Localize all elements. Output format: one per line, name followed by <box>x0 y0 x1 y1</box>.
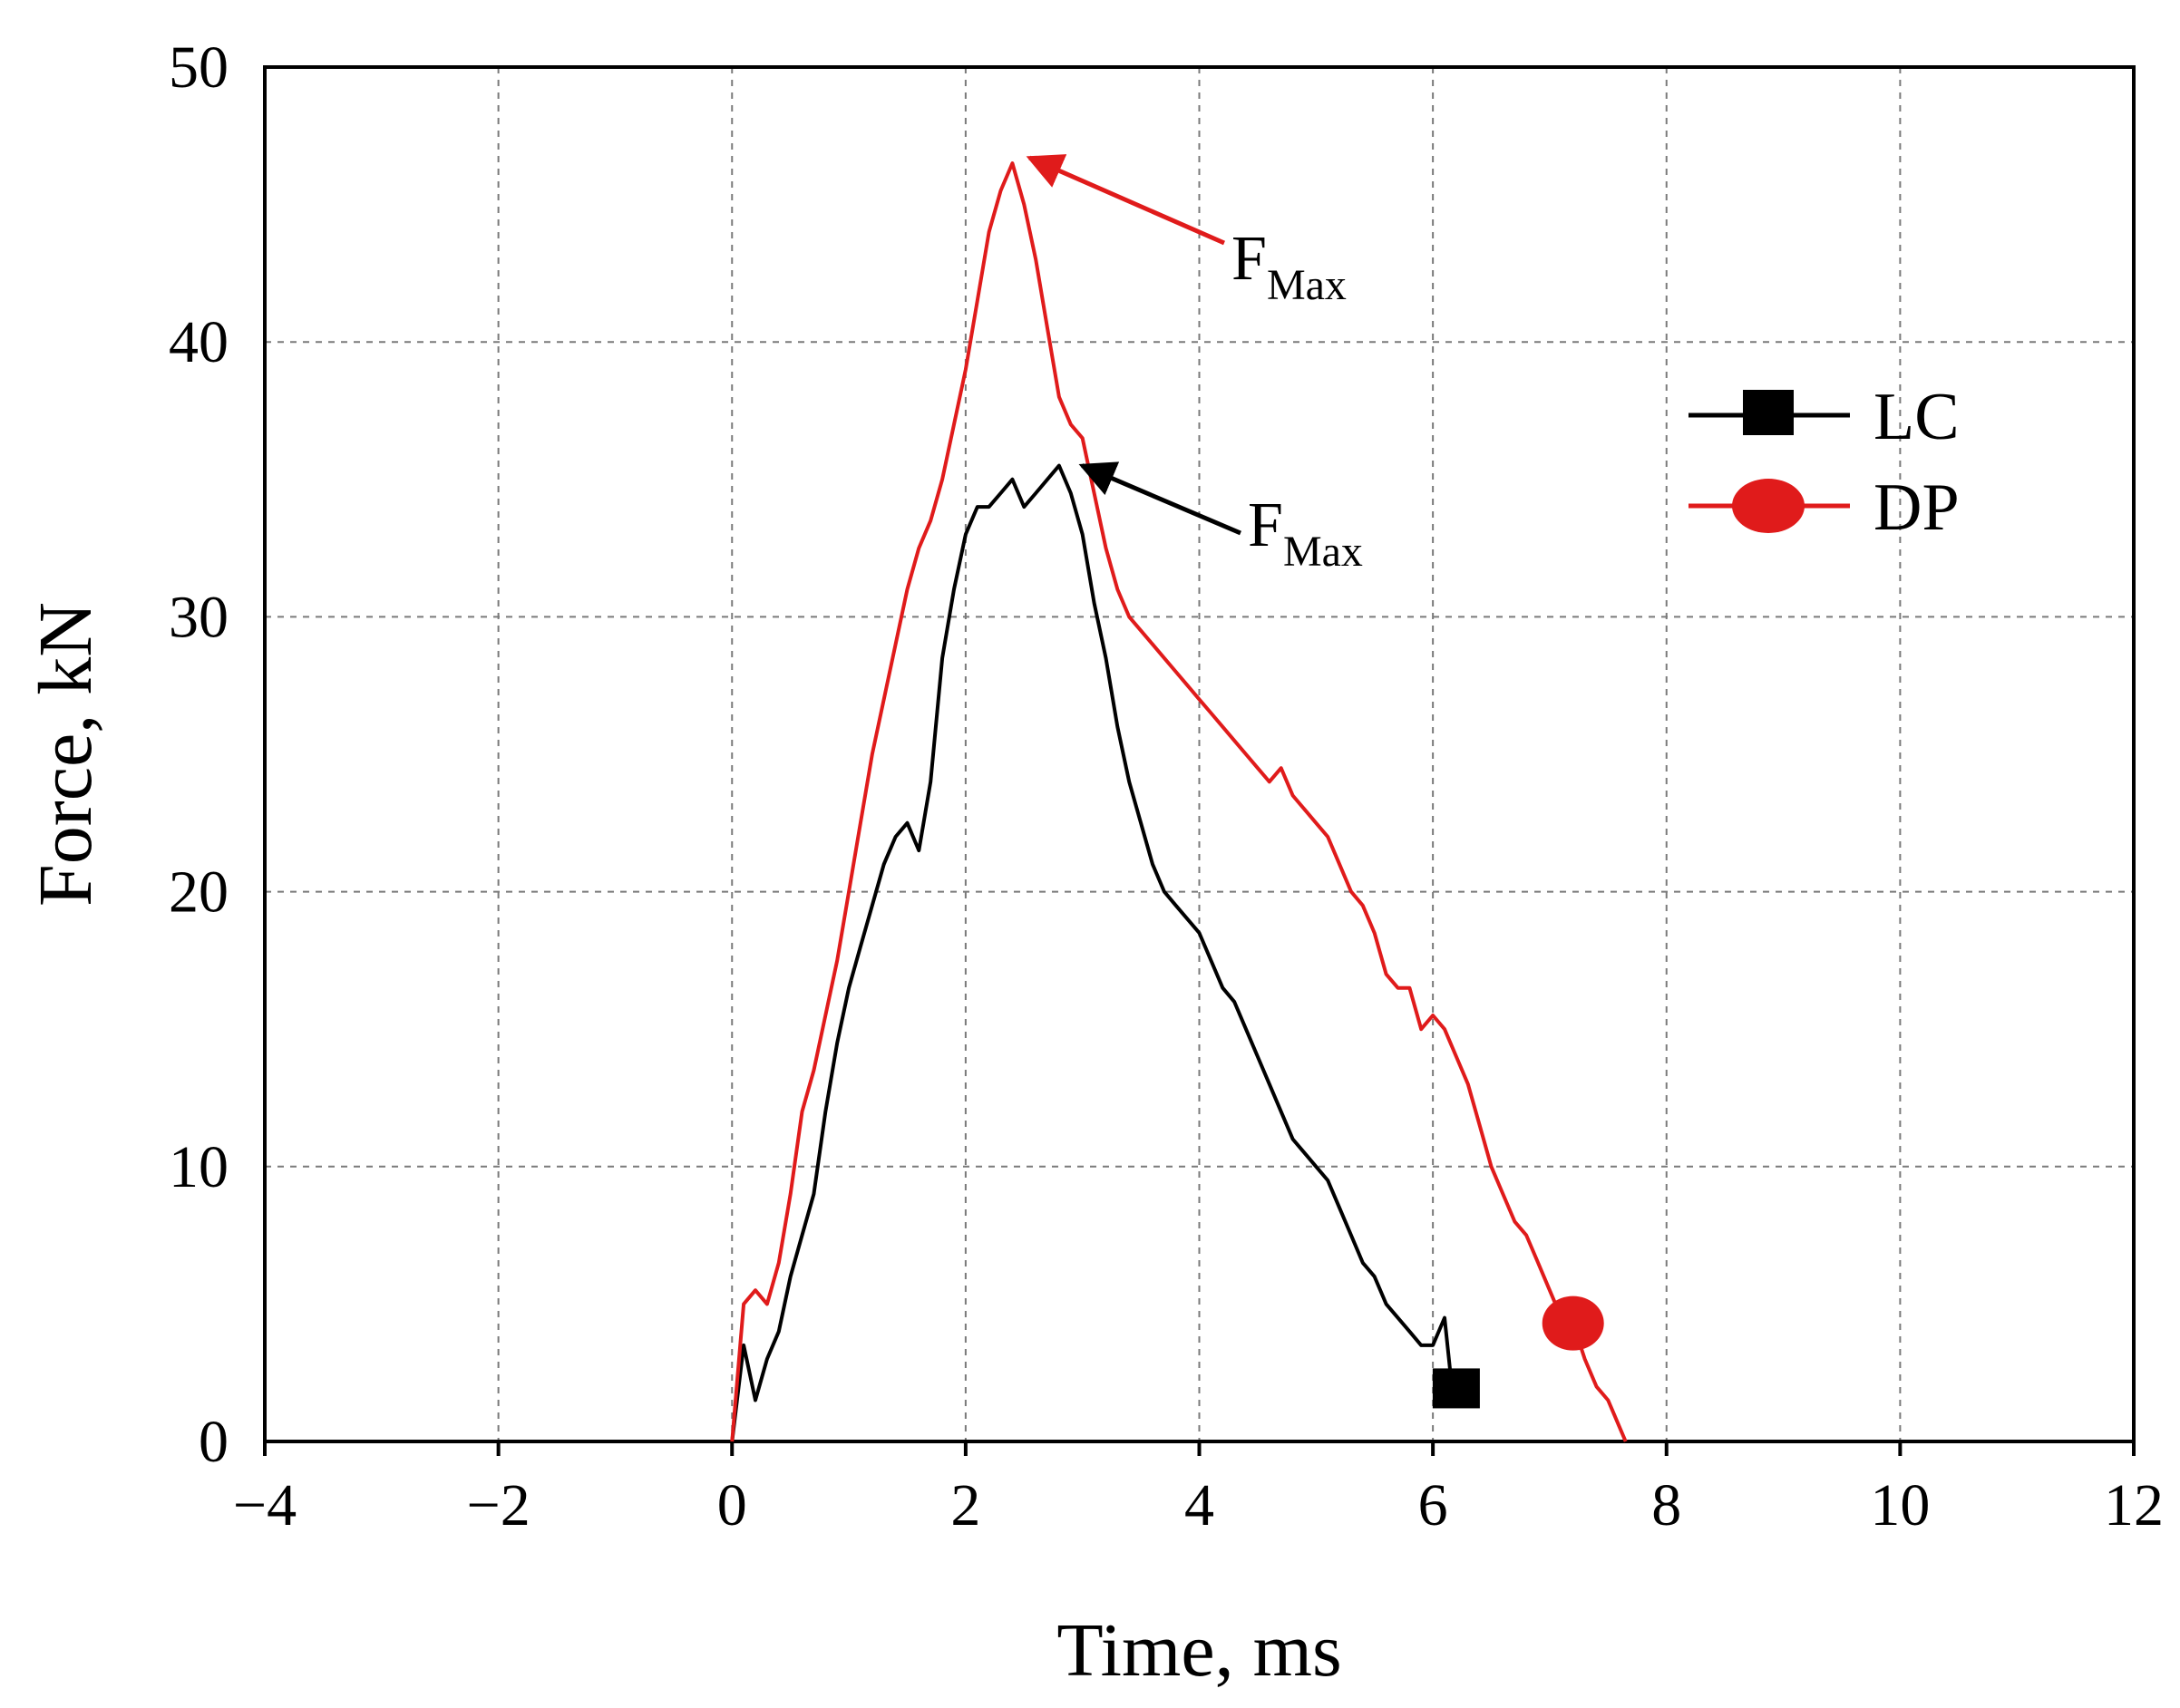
y-tick-label: 10 <box>169 1134 229 1200</box>
y-axis-label: Force, kN <box>24 602 108 907</box>
x-tick-label: 4 <box>1184 1472 1214 1538</box>
grid <box>265 67 2134 1441</box>
x-tick-label: 2 <box>950 1472 980 1538</box>
y-tick-label: 20 <box>169 859 229 926</box>
x-tick-label: 10 <box>1870 1472 1930 1538</box>
annotation-label-dp-fmax: FMax <box>1231 224 1347 309</box>
y-tick-label: 40 <box>169 309 229 375</box>
x-tick-label: 8 <box>1651 1472 1681 1538</box>
y-tick-label: 50 <box>169 34 229 101</box>
legend-label-dp: DP <box>1873 471 1960 545</box>
series-lines <box>730 161 1628 1442</box>
series-marker-lc <box>1432 1368 1480 1409</box>
annotation-label-lc-fmax: FMax <box>1248 490 1363 576</box>
x-tick-label: 0 <box>717 1472 747 1538</box>
legend-label-lc: LC <box>1873 380 1960 454</box>
x-tick-label: 6 <box>1418 1472 1448 1538</box>
x-tick-label: −4 <box>233 1472 297 1538</box>
series-line-lc <box>730 463 1458 1442</box>
annotations: FMax FMax <box>1026 154 1363 576</box>
legend: LC DP <box>1689 380 1960 545</box>
y-tick-label: 0 <box>199 1409 229 1475</box>
axis-ticks: −4 −2 0 2 4 6 8 10 12 0 10 20 30 40 50 <box>169 34 2164 1538</box>
series-line-dp <box>730 161 1628 1442</box>
x-tick-label: −2 <box>467 1472 530 1538</box>
legend-marker-lc <box>1743 390 1794 435</box>
y-tick-label: 30 <box>169 584 229 650</box>
series-marker-dp <box>1542 1296 1604 1351</box>
annotation-arrow-lc-fmax <box>1078 461 1241 536</box>
x-tick-label: 12 <box>2104 1472 2164 1538</box>
annotation-arrow-dp-fmax <box>1026 154 1226 246</box>
legend-marker-dp <box>1732 479 1805 533</box>
x-axis-label: Time, ms <box>1056 1608 1341 1693</box>
